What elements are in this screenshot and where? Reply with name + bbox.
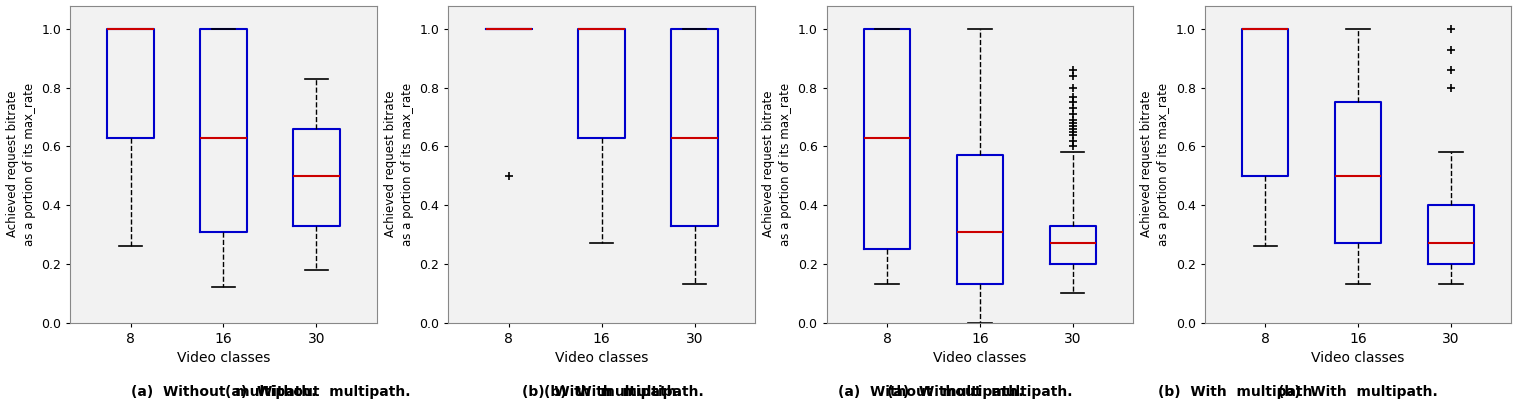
- Y-axis label: Achieved request bitrate
as a portion of its max_rate: Achieved request bitrate as a portion of…: [384, 83, 414, 246]
- Y-axis label: Achieved request bitrate
as a portion of its max_rate: Achieved request bitrate as a portion of…: [6, 83, 35, 246]
- X-axis label: Video classes: Video classes: [933, 351, 1027, 365]
- Text: (a)  Without  multipath.: (a) Without multipath.: [837, 385, 1024, 399]
- Text: (b)  With  multipath.: (b) With multipath.: [545, 385, 704, 399]
- X-axis label: Video classes: Video classes: [555, 351, 648, 365]
- Text: (a)  Without  multipath.: (a) Without multipath.: [130, 385, 316, 399]
- Y-axis label: Achieved request bitrate
as a portion of its max_rate: Achieved request bitrate as a portion of…: [1141, 83, 1170, 246]
- Text: (b)  With  multipath.: (b) With multipath.: [1157, 385, 1317, 399]
- Text: (a)  Without  multipath.: (a) Without multipath.: [225, 385, 410, 399]
- Text: (a)  Without  multipath.: (a) Without multipath.: [887, 385, 1073, 399]
- X-axis label: Video classes: Video classes: [1311, 351, 1405, 365]
- Text: (b)  With  multipath.: (b) With multipath.: [522, 385, 681, 399]
- Y-axis label: Achieved request bitrate
as a portion of its max_rate: Achieved request bitrate as a portion of…: [762, 83, 792, 246]
- X-axis label: Video classes: Video classes: [177, 351, 270, 365]
- Text: (b)  With  multipath.: (b) With multipath.: [1279, 385, 1438, 399]
